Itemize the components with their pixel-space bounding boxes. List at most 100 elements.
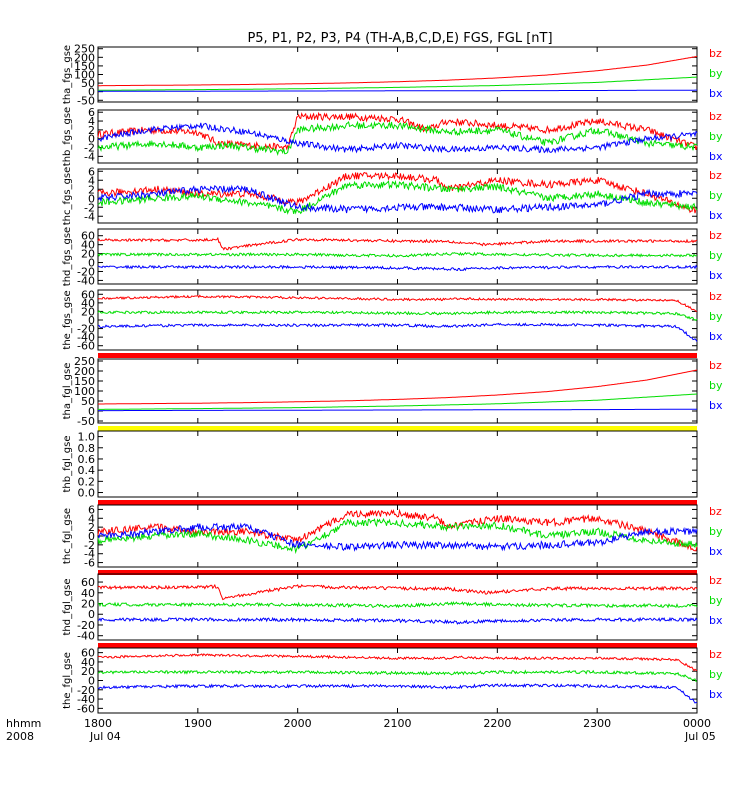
- legend-bz: bz: [709, 47, 722, 60]
- series-by: [98, 76, 697, 91]
- legend-bx: bx: [709, 269, 723, 282]
- legend-bz: bz: [709, 574, 722, 587]
- legend-by: by: [709, 594, 723, 607]
- series-by: [97, 517, 698, 555]
- x-label-bottom: 2008: [6, 730, 34, 743]
- legend-bx: bx: [709, 330, 723, 343]
- legend-bz: bz: [709, 110, 722, 123]
- y-tick-label: 0: [88, 608, 95, 621]
- y-axis-label: thc_fgl_gse: [62, 508, 73, 564]
- y-tick-label: 250: [74, 355, 95, 368]
- series-bx: [97, 264, 698, 272]
- legend-bz: bz: [709, 169, 722, 182]
- y-tick-label: 0: [88, 257, 95, 270]
- legend-bx: bx: [709, 688, 723, 701]
- flag-bar: [98, 353, 697, 358]
- y-tick-label: 0: [88, 675, 95, 688]
- y-tick-label: 150: [74, 60, 95, 73]
- x-tick-label: 1800: [84, 717, 112, 730]
- y-axis-label: thc_fgs_gse: [62, 167, 73, 226]
- flag-bar: [98, 643, 697, 648]
- series-by: [97, 601, 698, 609]
- y-tick-label: 60: [81, 576, 95, 589]
- y-tick-label: 2: [88, 124, 95, 137]
- y-tick-label: 60: [81, 288, 95, 301]
- y-tick-label: -20: [77, 619, 95, 632]
- y-tick-label: 0.0: [78, 487, 96, 500]
- y-tick-label: 4: [88, 115, 95, 128]
- series-by: [97, 669, 698, 682]
- y-tick-label: 0: [88, 86, 95, 99]
- series-bx: [97, 184, 698, 214]
- y-tick-label: 0.8: [78, 442, 96, 455]
- series-bx: [97, 122, 698, 154]
- y-tick-label: -40: [77, 693, 95, 706]
- y-tick-label: -20: [77, 323, 95, 336]
- panel-frame: [97, 228, 698, 285]
- series-bx: [97, 682, 698, 704]
- y-tick-label: 0.2: [78, 475, 96, 488]
- legend-by: by: [709, 379, 723, 392]
- x-date-end: Jul 05: [684, 730, 716, 743]
- legend-bz: bz: [709, 229, 722, 242]
- legend-bz: bz: [709, 359, 722, 372]
- y-tick-label: 0: [88, 192, 95, 205]
- y-tick-label: 40: [81, 239, 95, 252]
- y-tick-label: 200: [74, 365, 95, 378]
- legend-bx: bx: [709, 87, 723, 100]
- y-tick-label: 20: [81, 248, 95, 261]
- panel-frame: [97, 430, 698, 498]
- y-tick-label: -40: [77, 331, 95, 344]
- series-bx: [97, 616, 698, 625]
- y-tick-label: 20: [81, 598, 95, 611]
- y-tick-label: -2: [84, 142, 95, 155]
- y-tick-label: -50: [77, 94, 95, 107]
- series-bz: [97, 294, 698, 312]
- x-tick-label: 2200: [483, 717, 511, 730]
- x-tick-label: 2000: [284, 717, 312, 730]
- flag-bar: [98, 570, 697, 575]
- y-tick-label: -4: [84, 548, 95, 561]
- series-bz: [98, 369, 698, 405]
- y-tick-label: 60: [81, 647, 95, 660]
- y-tick-label: 6: [88, 503, 95, 516]
- y-tick-label: 4: [88, 512, 95, 525]
- y-tick-label: 50: [81, 77, 95, 90]
- series-bz: [97, 111, 698, 151]
- y-tick-label: 40: [81, 297, 95, 310]
- x-tick-label: 1900: [184, 717, 212, 730]
- y-tick-label: 20: [81, 305, 95, 318]
- series-by: [97, 179, 698, 215]
- y-axis-label: the_fgl_gse: [62, 652, 73, 709]
- y-tick-label: -50: [77, 415, 95, 428]
- legend-by: by: [709, 310, 723, 323]
- y-axis-label: thb_fgs_gse: [62, 107, 73, 166]
- x-tick-label: 0000: [683, 717, 711, 730]
- series-bz: [97, 583, 698, 601]
- x-label-top: hhmm: [6, 717, 41, 730]
- flag-bar: [98, 426, 697, 431]
- y-tick-label: 0: [88, 530, 95, 543]
- series-bx: [97, 322, 698, 342]
- panel-frame: [97, 289, 698, 351]
- y-tick-label: -2: [84, 539, 95, 552]
- y-axis-label: thd_fgs_gse: [62, 227, 73, 286]
- y-axis-label: tha_fgs_gse: [62, 45, 73, 104]
- y-axis-label: thb_fgl_gse: [62, 436, 73, 493]
- y-tick-label: -40: [77, 630, 95, 643]
- y-tick-label: -4: [84, 150, 95, 163]
- legend-bz: bz: [709, 290, 722, 303]
- x-axis: hhmm 2008 Jul 04 Jul 05 1800 1900 2000 2100…: [6, 717, 716, 743]
- y-tick-label: 2: [88, 521, 95, 534]
- y-tick-label: 100: [74, 69, 95, 82]
- panel-frame: [97, 109, 698, 164]
- y-tick-label: 60: [81, 230, 95, 243]
- legend-bz: bz: [709, 648, 722, 661]
- y-tick-label: 1.0: [78, 431, 96, 444]
- y-tick-label: 150: [74, 375, 95, 388]
